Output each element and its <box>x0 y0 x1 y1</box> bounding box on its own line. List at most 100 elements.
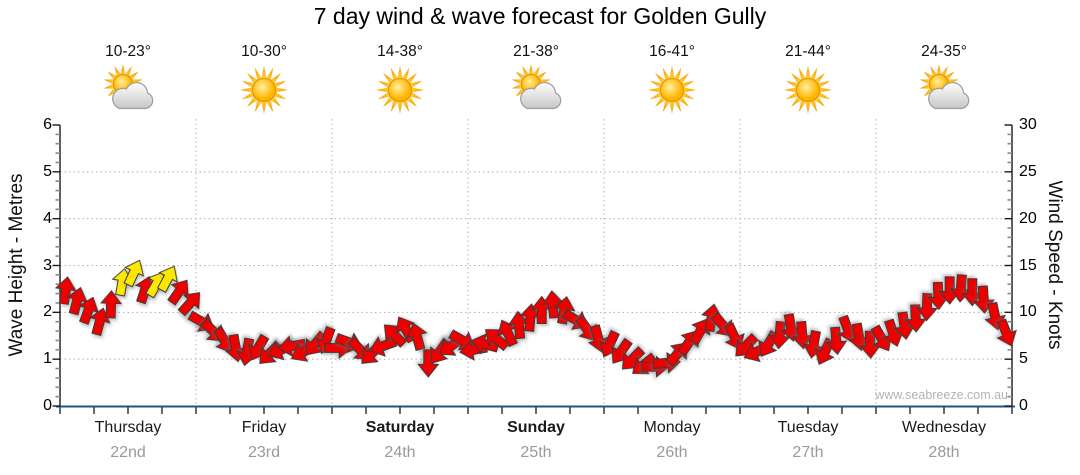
wind-arrow <box>156 265 178 293</box>
wind-arrow <box>893 311 916 341</box>
wind-arrow <box>665 342 688 368</box>
day-header: 10-30° <box>196 42 332 122</box>
day-name: Sunday <box>507 419 565 436</box>
day-name: Monday <box>643 419 701 436</box>
wave-height-tick: 4 <box>43 209 52 227</box>
day-header: 24-35° <box>876 42 1012 122</box>
sun-icon <box>236 63 292 117</box>
wind-arrow <box>575 315 597 342</box>
wind-arrow <box>652 351 682 374</box>
wind-arrow <box>553 295 576 325</box>
wind-speed-tick: 25 <box>1019 162 1037 180</box>
sun-cloud-icon <box>916 63 972 117</box>
sun-icon <box>644 63 700 117</box>
wind-arrow <box>927 281 950 311</box>
wind-arrow <box>587 324 610 353</box>
day-name: Saturday <box>365 419 435 436</box>
day-header: 21-38° <box>468 42 604 122</box>
wind-arrow <box>802 330 825 359</box>
wind-speed-tick: 5 <box>1019 350 1028 368</box>
wind-arrow <box>199 318 224 342</box>
wind-arrow <box>315 326 337 355</box>
sun-cloud-icon <box>508 63 564 117</box>
day-name: Friday <box>241 419 287 436</box>
wind-arrow <box>111 267 134 297</box>
wind-arrow <box>743 341 772 363</box>
day-name: Tuesday <box>777 419 839 436</box>
wind-arrow <box>248 333 270 361</box>
day-date: 22nd <box>110 444 146 461</box>
wind-arrow <box>972 285 995 314</box>
wind-arrow <box>448 329 476 351</box>
wind-arrow <box>417 349 440 378</box>
wind-arrow <box>701 303 723 333</box>
wind-arrow <box>677 330 699 357</box>
wind-arrow <box>123 259 145 288</box>
day-header: 10-23° <box>60 42 196 122</box>
wind-arrow <box>225 333 247 363</box>
wind-arrow <box>484 329 510 352</box>
wind-arrow <box>438 334 465 356</box>
day-header: 21-44° <box>740 42 876 122</box>
wind-arrow <box>334 332 363 354</box>
wave-height-tick: 0 <box>43 397 52 414</box>
wind-arrow <box>984 301 1007 331</box>
wind-arrow <box>641 355 670 378</box>
wind-arrow <box>497 319 518 348</box>
wind-arrow <box>187 310 215 332</box>
wind-arrow <box>758 330 780 358</box>
day-date: 24th <box>384 444 416 461</box>
wind-arrow <box>780 313 803 342</box>
wave-height-tick: 1 <box>43 350 52 368</box>
day-date: 23rd <box>247 444 281 461</box>
wind-speed-tick: 15 <box>1019 256 1037 274</box>
temperature-range: 10-30° <box>241 43 287 60</box>
wind-arrow <box>167 279 189 306</box>
wind-speed-tick: 10 <box>1019 303 1037 321</box>
wind-arrow <box>735 333 759 357</box>
wind-arrow <box>290 340 318 362</box>
wind-arrow <box>791 320 814 350</box>
wind-arrow <box>507 310 530 340</box>
sun-cloud-icon <box>100 63 156 117</box>
wind-arrow <box>611 337 633 364</box>
temperature-range: 21-44° <box>785 43 831 60</box>
day-date: 26th <box>656 444 688 461</box>
wind-arrow <box>395 316 417 344</box>
wind-arrow <box>724 322 745 351</box>
wind-arrow <box>305 330 328 356</box>
wind-arrow <box>134 275 156 305</box>
wind-arrow <box>369 336 398 357</box>
wind-arrow <box>383 324 408 348</box>
wind-speed-tick: 30 <box>1019 116 1037 133</box>
temperature-range: 10-23° <box>105 43 151 60</box>
wave-height-tick: 3 <box>43 256 52 274</box>
day-date: 25th <box>520 444 552 461</box>
wave-height-tick: 6 <box>43 116 52 133</box>
wind-arrow <box>541 290 564 319</box>
day-header: 16-41° <box>604 42 740 122</box>
wind-speed-tick: 20 <box>1019 209 1037 227</box>
wind-arrow <box>177 292 201 317</box>
wind-arrow <box>213 326 235 354</box>
wind-arrow <box>621 346 646 370</box>
wind-arrow <box>599 329 620 358</box>
wind-arrow <box>235 337 258 367</box>
wind-arrow <box>267 339 296 361</box>
wind-arrow <box>870 324 892 352</box>
temperature-range: 16-41° <box>649 43 695 60</box>
day-date: 28th <box>928 444 960 461</box>
temperature-range: 14-38° <box>377 43 423 60</box>
wind-arrow <box>996 318 1017 347</box>
wind-arrow <box>825 326 848 356</box>
wind-arrow <box>78 296 100 325</box>
wave-height-tick: 5 <box>43 162 52 180</box>
wind-arrow <box>519 303 542 332</box>
wind-arrow <box>710 311 733 337</box>
wind-arrow <box>949 274 972 303</box>
wind-arrow <box>859 330 882 359</box>
day-header: 14-38° <box>332 42 468 122</box>
wind-arrow <box>814 337 836 366</box>
day-name: Thursday <box>94 419 162 436</box>
watermark: www.seabreeze.com.au <box>875 388 1008 402</box>
